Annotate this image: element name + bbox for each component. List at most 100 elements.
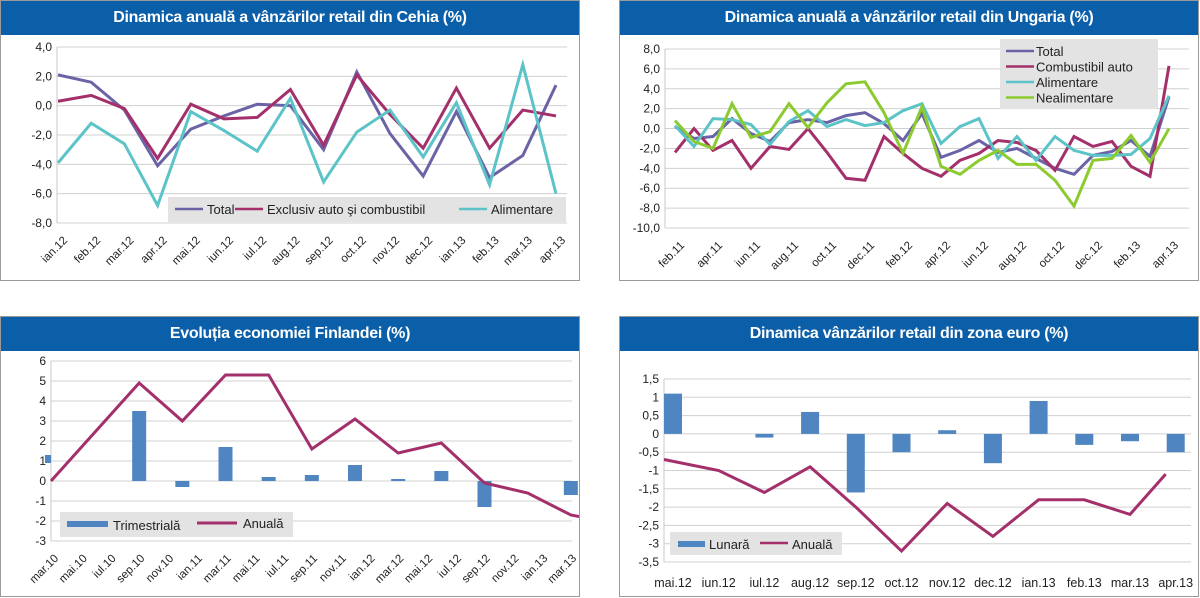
y-tick-label: 2 <box>39 434 46 448</box>
y-tick-label: -3,5 <box>638 555 659 569</box>
chart-ungaria: 8,0 6,0 4,0 2,0 0,0 -2,0 -4,0 -6,0 -8,0 -10,0 feb.… <box>633 39 1189 273</box>
x-tick-label: mar.12 <box>103 235 136 268</box>
x-tick-label: nov.12 <box>929 576 966 590</box>
y-tick-label: 5 <box>39 374 46 388</box>
y-tick-label: -2 <box>35 514 46 528</box>
bar <box>434 471 449 481</box>
legend-label: Anuală <box>243 516 284 531</box>
y-tick-label: 8,0 <box>643 42 660 56</box>
x-tick-label: mai.11 <box>230 553 262 585</box>
legend-swatch <box>678 541 705 547</box>
bar <box>801 411 820 434</box>
x-tick-label: mar.12 <box>373 553 406 586</box>
x-tick-label: feb.13 <box>1112 240 1143 271</box>
bar <box>892 433 911 453</box>
x-tick-label: apr.13 <box>537 235 568 266</box>
x-tick-label: sep.10 <box>115 553 148 586</box>
x-tick-label: iun.12 <box>960 240 991 271</box>
chart-panel-cehia: Dinamica anuală a vânzărilor retail din … <box>0 0 580 281</box>
x-tick-label: aug.11 <box>768 240 801 273</box>
x-tick-label: nov.10 <box>144 553 176 585</box>
chart-zona-euro: 1,5 1 0,5 0 -0,5 -1 -1,5 -2 -2,5 -3 -3,5 mai.12 iun.… <box>638 372 1193 590</box>
y-tick-label: 6,0 <box>643 62 660 76</box>
legend-label: Exclusiv auto şi combustibil <box>267 202 425 217</box>
bar <box>1029 400 1048 434</box>
x-tick-label: sep.12 <box>837 576 875 590</box>
y-tick-label: -4,0 <box>31 157 52 171</box>
x-tick-label: oct.12 <box>884 576 918 590</box>
legend-box <box>168 197 566 222</box>
x-tick-label: mar.11 <box>201 553 234 586</box>
legend-label: Alimentare <box>1036 75 1098 90</box>
x-tick-label: ian.12 <box>39 235 70 266</box>
legend-swatch <box>67 521 108 527</box>
legend-label: Total <box>207 202 235 217</box>
x-tick-label: sep.12 <box>460 553 493 586</box>
x-tick-label: apr.11 <box>695 240 725 270</box>
y-tick-label: -8,0 <box>31 216 52 230</box>
bar <box>261 477 276 481</box>
x-tick-label: ian.11 <box>175 553 205 583</box>
bar <box>175 481 190 487</box>
y-tick-label: -6,0 <box>31 187 52 201</box>
y-tick-label: 0,0 <box>35 99 52 113</box>
y-tick-label: 4 <box>39 394 46 408</box>
x-tick-label: feb.11 <box>657 240 687 270</box>
series-line-exclusiv-auto-i-combustibil <box>57 72 557 162</box>
x-tick-label: oct.12 <box>338 235 369 266</box>
x-tick-label: nov.11 <box>317 553 349 585</box>
x-tick-label: aug.12 <box>269 235 302 268</box>
x-tick-label: feb.13 <box>1067 576 1102 590</box>
x-tick-label: apr.13 <box>1150 240 1181 271</box>
bar <box>664 393 682 434</box>
x-tick-label: nov.12 <box>489 553 521 585</box>
legend-label: Alimentare <box>491 202 553 217</box>
y-tick-label: 4,0 <box>35 40 52 54</box>
x-tick-label: mar.13 <box>1111 576 1149 590</box>
x-tick-label: mar.10 <box>28 553 61 586</box>
bar <box>45 455 51 463</box>
bar <box>1121 433 1139 442</box>
x-tick-label: ian.13 <box>1022 576 1056 590</box>
y-tick-label: -0,5 <box>638 445 659 459</box>
x-tick-label: apr.12 <box>139 235 170 266</box>
y-tick-label: 6 <box>39 354 46 368</box>
y-tick-label: -8,0 <box>639 201 660 215</box>
x-tick-label: dec.11 <box>845 240 877 272</box>
x-tick-label: dec.12 <box>1072 240 1105 273</box>
x-tick-label: iun.11 <box>733 240 763 270</box>
bar <box>983 433 1002 464</box>
bar <box>938 430 957 434</box>
series-line-alimentare <box>56 58 558 210</box>
bar <box>348 465 362 481</box>
chart-panel-finlanda: Evoluția economiei Finlandei (%) 6 5 4 3 2 1 0… <box>0 316 580 597</box>
y-tick-label: -3 <box>35 534 46 548</box>
y-tick-label: 4,0 <box>643 82 660 96</box>
y-tick-label: -1 <box>648 464 659 478</box>
y-tick-label: 0,5 <box>642 409 659 423</box>
legend-box <box>670 532 842 555</box>
y-tick-label: -1,5 <box>638 482 659 496</box>
x-tick-label: dec.12 <box>974 576 1012 590</box>
chart-title: Dinamica vânzărilor retail din zona euro… <box>620 317 1198 351</box>
y-tick-label: -2 <box>648 500 659 514</box>
x-tick-label: feb.12 <box>72 235 103 266</box>
y-tick-label: -2,0 <box>31 128 52 142</box>
x-tick-label: apr.13 <box>1158 576 1193 590</box>
x-tick-label: oct.11 <box>809 240 839 270</box>
x-tick-label: ian.13 <box>438 235 469 266</box>
x-tick-label: iul.12 <box>241 235 269 263</box>
x-tick-label: sep.12 <box>303 235 336 268</box>
legend-label: Combustibil auto <box>1036 60 1133 75</box>
chart-title: Dinamica anuală a vânzărilor retail din … <box>620 1 1198 35</box>
bar <box>218 447 233 481</box>
bar <box>563 481 578 495</box>
legend-label: Nealimentare <box>1036 91 1113 106</box>
legend-label: Lunară <box>709 537 750 552</box>
y-tick-label: -1 <box>35 494 46 508</box>
bar <box>477 481 492 507</box>
series-line-anuala <box>663 458 1167 554</box>
chart-title: Dinamica anuală a vânzărilor retail din … <box>1 1 579 35</box>
x-tick-label: feb.13 <box>471 235 502 266</box>
